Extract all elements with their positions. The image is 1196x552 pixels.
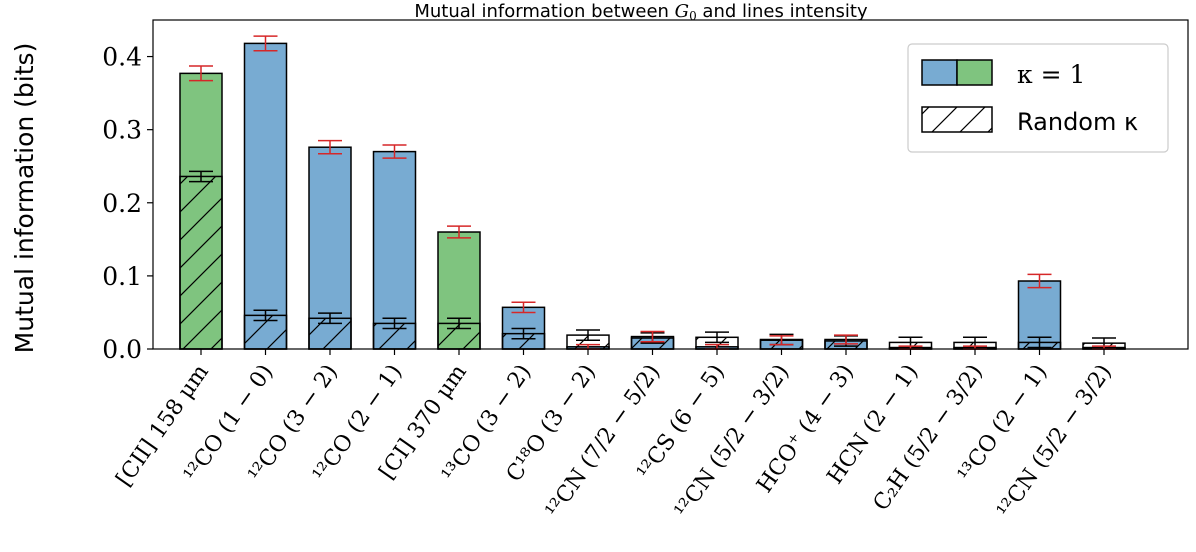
- error-bar-random: [447, 317, 471, 330]
- x-tick-label: ¹²CN (5/2 − 3/2): [670, 360, 794, 523]
- error-bar-random: [318, 312, 342, 325]
- legend-swatch-random: [921, 106, 993, 133]
- error-bar-kappa-1: [511, 301, 536, 314]
- chart-title: Mutual information between G0 and lines …: [414, 1, 868, 23]
- error-bar-random: [511, 327, 536, 340]
- error-bar-kappa-1: [640, 330, 665, 343]
- y-axis-label: Mutual information (bits): [10, 43, 39, 354]
- error-bar-kappa-1: [769, 335, 794, 346]
- legend-swatch-kappa-1: [921, 59, 993, 86]
- y-tick-label: 0.4: [102, 43, 142, 72]
- y-tick-label: 0.1: [102, 262, 142, 291]
- legend-label-random: Random κ: [1017, 108, 1138, 136]
- error-bar-random: [253, 309, 278, 322]
- legend-label-kappa-1: κ = 1: [1017, 60, 1085, 89]
- error-bar-random: [1027, 336, 1052, 349]
- error-bar-kappa-1: [189, 65, 213, 82]
- bar-kappa-1: [243, 42, 288, 350]
- error-bar-kappa-1: [447, 225, 471, 239]
- x-tick-label: ¹²CN (7/2 − 5/2): [541, 360, 665, 523]
- legend: κ = 1 Random κ: [907, 43, 1169, 153]
- y-tick-label: 0.3: [102, 116, 142, 145]
- y-axis: 0.0 0.1 0.2 0.3 0.4: [102, 43, 153, 364]
- error-bar-random: [705, 331, 729, 344]
- y-tick-label: 0.0: [102, 335, 142, 364]
- y-tick-label: 0.2: [102, 189, 142, 218]
- plot-frame: [152, 19, 1189, 350]
- error-bar-random: [382, 317, 407, 330]
- error-bar-kappa-1: [318, 139, 342, 155]
- x-tick-label: ¹²CN (5/2 − 3/2): [993, 360, 1117, 523]
- error-bar-kappa-1: [1027, 273, 1052, 289]
- error-bar-random: [189, 170, 213, 183]
- bar-kappa-1: [372, 150, 417, 350]
- error-bar-random: [576, 329, 600, 341]
- bar-random-kappa: [179, 175, 223, 350]
- error-bar-kappa-1: [834, 334, 858, 345]
- error-bar-kappa-1: [253, 35, 278, 52]
- error-bar-kappa-1: [382, 144, 407, 159]
